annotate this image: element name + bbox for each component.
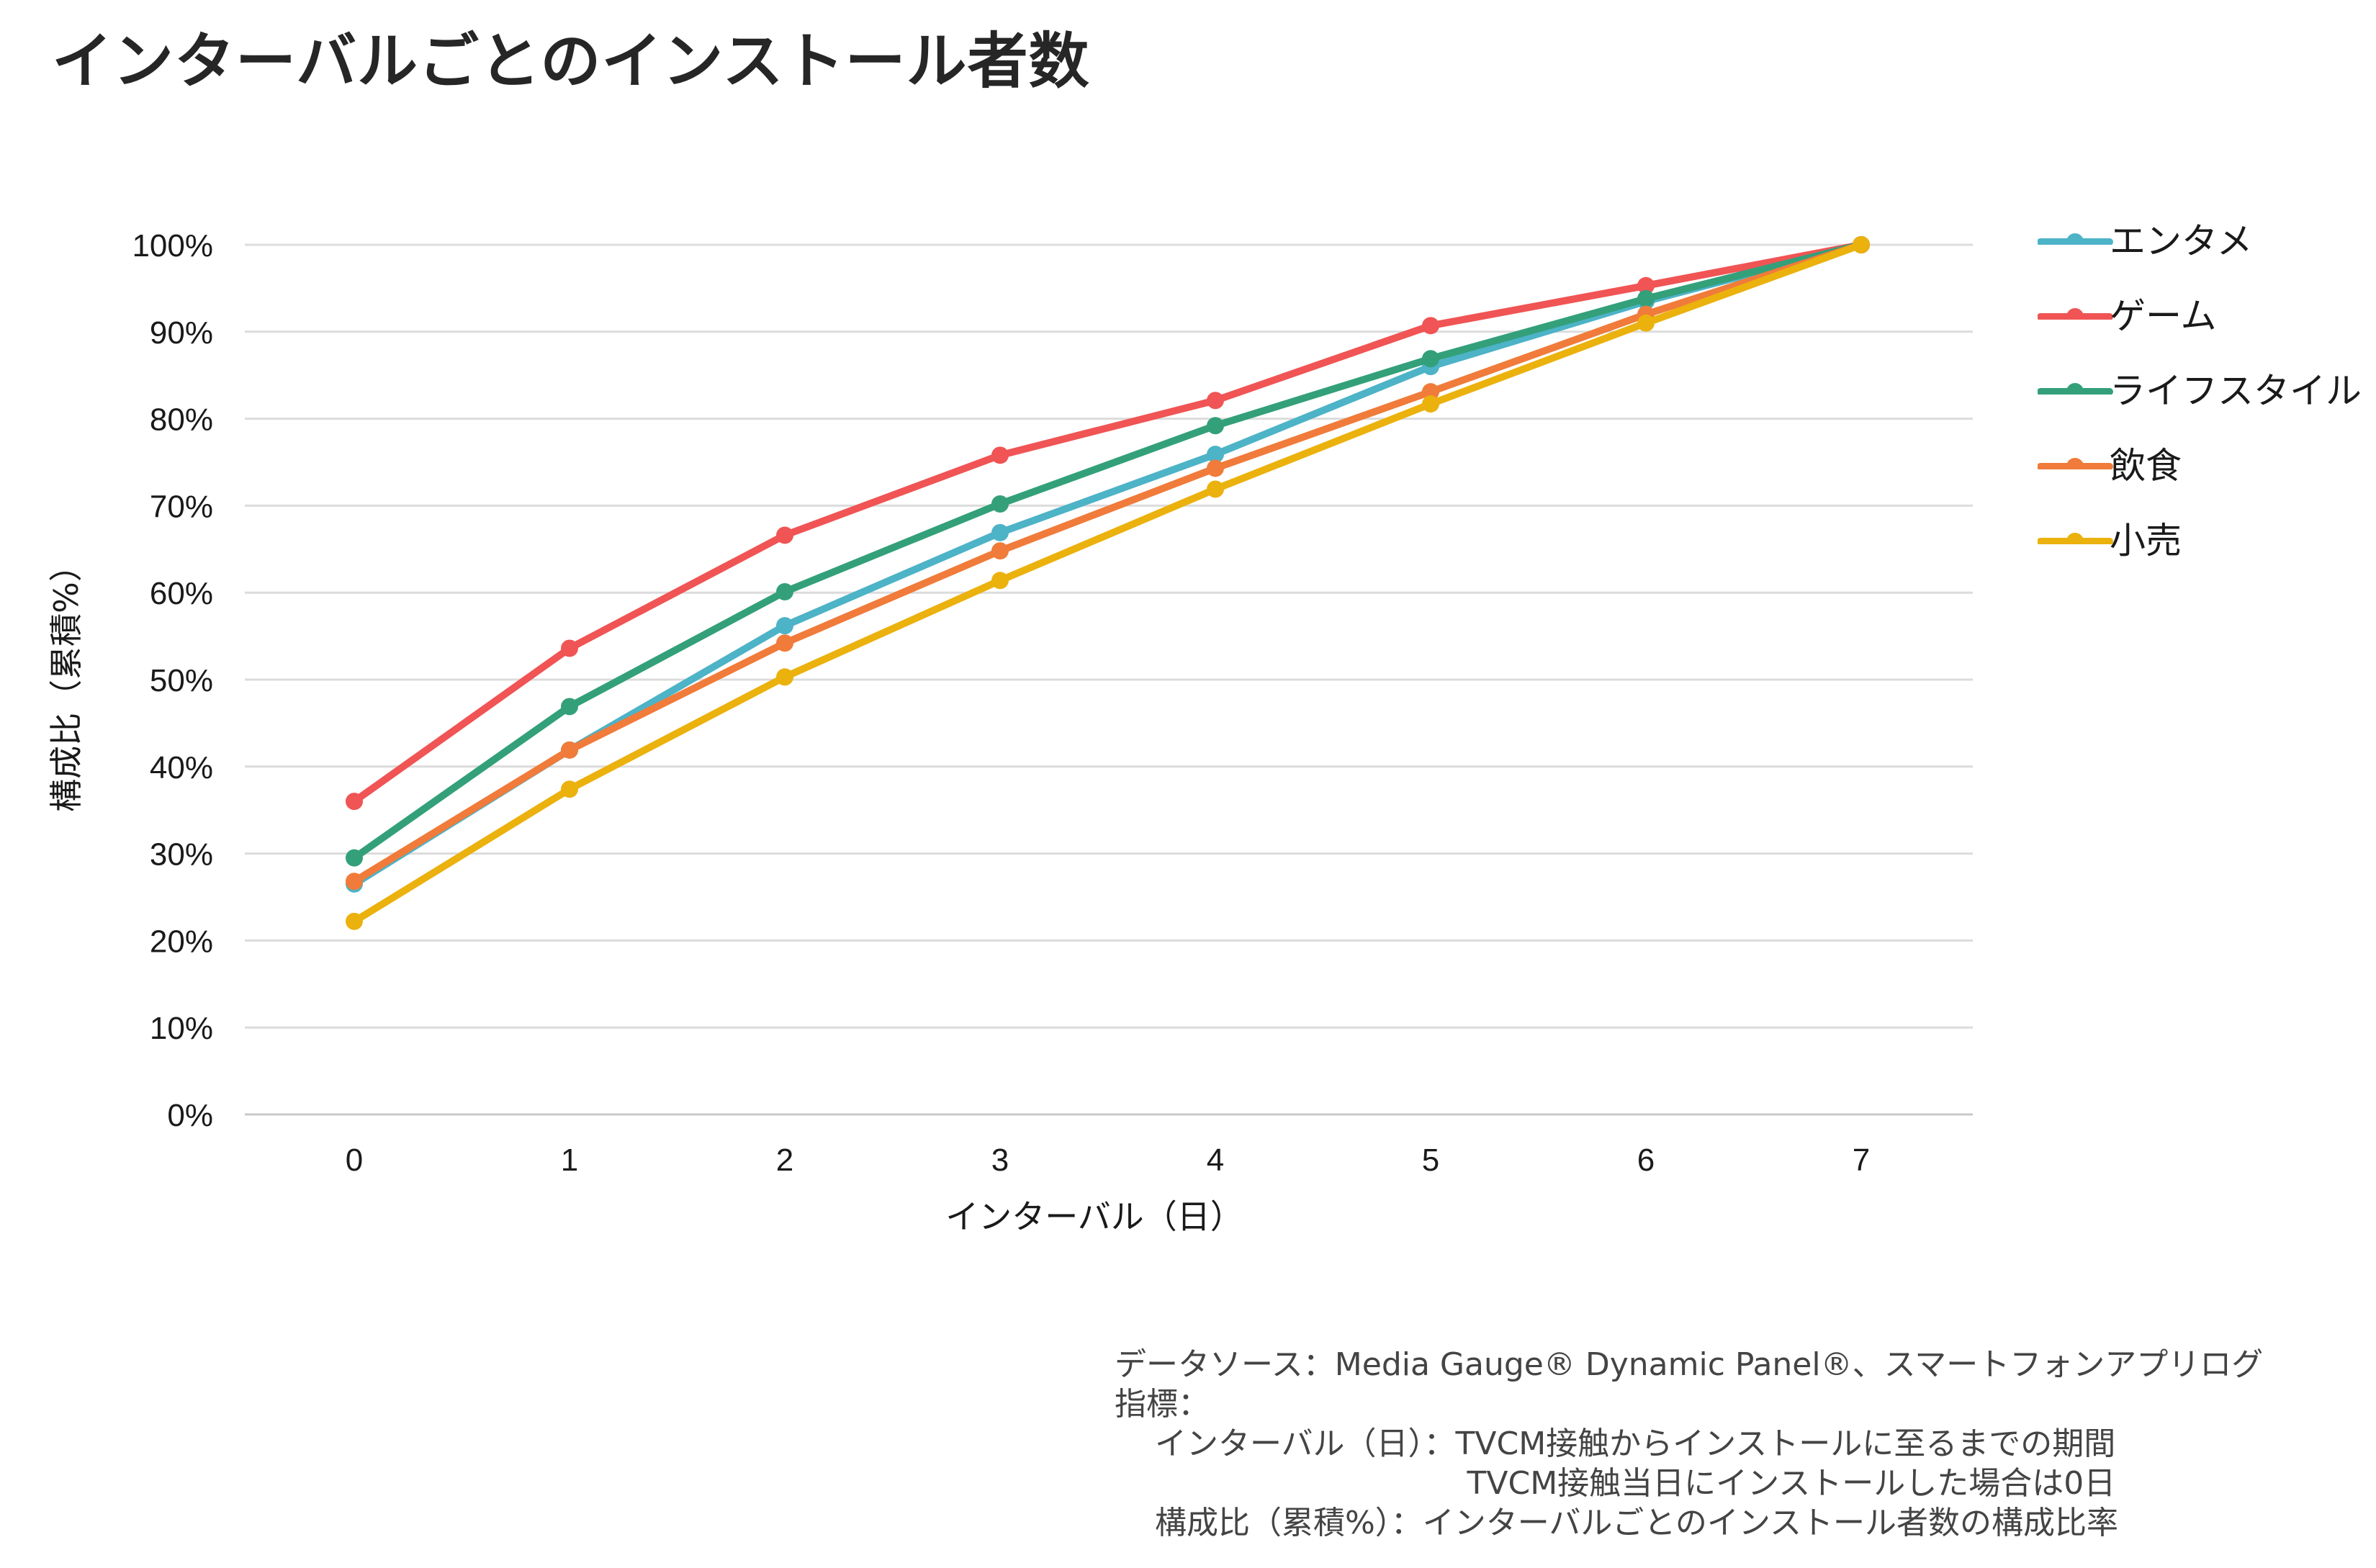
series-lines — [346, 236, 1870, 930]
y-tick-label: 20% — [150, 924, 213, 959]
legend-swatch — [2038, 533, 2113, 544]
x-tick-label: 6 — [1637, 1143, 1655, 1178]
data-point — [561, 698, 578, 716]
y-tick-label: 60% — [150, 576, 213, 611]
x-tick-label: 0 — [346, 1143, 363, 1178]
data-point — [991, 523, 1009, 541]
data-point — [776, 526, 793, 544]
data-point — [1207, 446, 1224, 464]
y-tick-labels: 0% 10% 20% 30% 40% 50% 60% 70% 80% 90% 100% — [132, 228, 213, 1133]
data-point — [346, 873, 363, 891]
footnote-line: 構成比（累積%）：インターバルごとのインストール者数の構成比率 — [1115, 1505, 2118, 1541]
footnote-line: インターバル（日）：TVCM接触からインストールに至るまでの期間 — [1115, 1425, 2116, 1462]
x-tick-label: 7 — [1853, 1143, 1870, 1178]
legend-label: ゲーム — [2110, 295, 2217, 337]
data-point — [561, 639, 578, 657]
x-tick-label: 2 — [776, 1143, 793, 1178]
data-point — [1637, 314, 1655, 332]
data-point — [1207, 459, 1224, 477]
legend-label: 小売 — [2110, 520, 2182, 562]
footnote-line: データソース：Media Gauge® Dynamic Panel®、スマートフ… — [1115, 1346, 2264, 1383]
data-point — [346, 849, 363, 867]
series-4 — [346, 236, 1870, 930]
data-point — [776, 582, 793, 600]
data-point — [1207, 480, 1224, 498]
y-tick-label: 70% — [150, 489, 213, 524]
series-line — [351, 241, 1865, 886]
legend-swatch — [2038, 308, 2113, 320]
data-point — [1207, 392, 1224, 410]
data-point — [561, 780, 578, 798]
x-tick-labels: 0 1 2 3 4 5 6 7 — [346, 1143, 1870, 1178]
footnote-line: TVCM接触当日にインストールした場合は0日 — [1115, 1465, 2116, 1502]
data-point — [991, 495, 1009, 513]
data-point — [1422, 383, 1439, 401]
data-point — [561, 741, 578, 759]
data-point — [1637, 289, 1655, 307]
data-point — [1853, 236, 1870, 253]
gridlines — [245, 243, 1973, 1116]
legend-swatch — [2038, 233, 2113, 245]
data-point — [991, 446, 1009, 464]
series-1 — [346, 236, 1870, 811]
legend-label: ライフスタイル — [2110, 370, 2362, 412]
series-line — [351, 241, 1865, 806]
x-tick-label: 5 — [1422, 1143, 1439, 1178]
y-tick-label: 0% — [167, 1098, 213, 1133]
x-tick-label: 1 — [561, 1143, 578, 1178]
data-point — [346, 912, 363, 930]
data-point — [776, 617, 793, 635]
series-line — [351, 241, 1865, 888]
data-point — [1207, 417, 1224, 435]
y-tick-label: 40% — [150, 750, 213, 785]
y-tick-label: 10% — [150, 1011, 213, 1046]
legend-swatch — [2038, 383, 2113, 395]
legend-label: 飲食 — [2110, 445, 2182, 487]
data-point — [1637, 276, 1655, 294]
y-axis-label: 構成比（累積%） — [47, 549, 86, 812]
data-point — [991, 572, 1009, 590]
footnotes: データソース：Media Gauge® Dynamic Panel®、スマートフ… — [1115, 1345, 2263, 1543]
data-point — [346, 793, 363, 811]
data-point — [776, 668, 793, 686]
data-point — [1422, 350, 1439, 368]
chart-title: インターバルごとのインストール者数 — [52, 26, 1090, 96]
x-axis-label: インターバル（日） — [945, 1197, 1243, 1236]
y-tick-label: 100% — [132, 228, 213, 263]
y-tick-label: 80% — [150, 402, 213, 438]
footnote-line: 指標： — [1115, 1386, 1210, 1423]
y-tick-label: 50% — [150, 663, 213, 698]
data-point — [776, 634, 793, 652]
y-tick-label: 30% — [150, 837, 213, 873]
data-point — [1422, 395, 1439, 413]
y-tick-label: 90% — [150, 315, 213, 351]
legend-swatch — [2038, 458, 2113, 469]
data-point — [1422, 317, 1439, 335]
legend-label: エンタメ — [2110, 220, 2253, 262]
x-tick-label: 4 — [1207, 1143, 1224, 1178]
series-line — [351, 241, 1865, 925]
data-point — [991, 542, 1009, 560]
series-line — [351, 241, 1865, 862]
x-tick-label: 3 — [991, 1143, 1009, 1178]
